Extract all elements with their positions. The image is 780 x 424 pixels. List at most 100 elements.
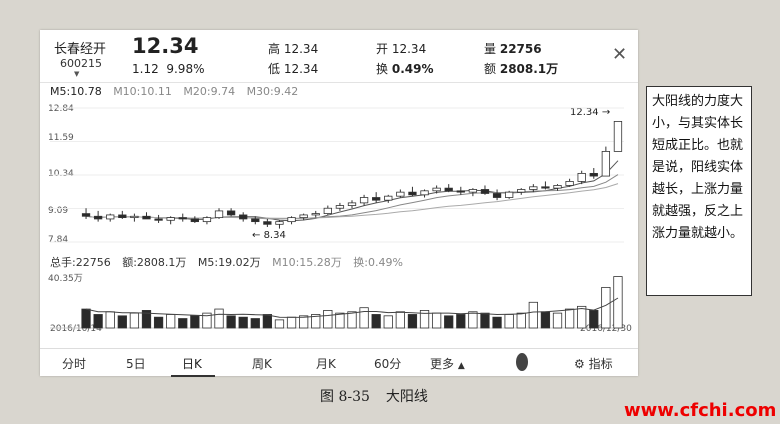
watermark: www.cfchi.com <box>624 400 777 421</box>
candle <box>226 210 236 216</box>
volume-bar <box>129 312 140 329</box>
avatar[interactable] <box>516 353 528 371</box>
start-date: 2016/10/14 <box>50 324 102 334</box>
volume-quote: 量 22756 <box>484 42 542 56</box>
volume-bar <box>407 314 418 329</box>
volume-bar <box>202 312 212 329</box>
volume-bar <box>431 312 442 329</box>
candle <box>93 215 103 220</box>
candle <box>263 221 272 225</box>
price-tick-label: 10.34 <box>48 169 74 179</box>
volume-bar <box>456 314 466 329</box>
vol-turnover: 换:0.49% <box>353 256 403 269</box>
volume-bar <box>564 308 575 329</box>
candle <box>565 181 574 186</box>
candle <box>517 189 526 193</box>
candle <box>190 218 199 223</box>
volume-legend: 总手:22756 额:2808.1万 M5:19.02万 M10:15.28万 … <box>50 254 411 270</box>
volume-bar <box>444 315 454 329</box>
close-icon[interactable]: ✕ <box>612 44 628 65</box>
tab-monthly-k[interactable]: 月K <box>316 357 336 371</box>
settings-icon: ⚙ <box>574 357 585 371</box>
caret-down-icon[interactable]: ▼ <box>74 70 80 78</box>
ma20-value: M20:9.74 <box>183 85 236 98</box>
volume-bar <box>359 307 369 329</box>
candle <box>81 213 91 217</box>
volume-bar <box>589 310 599 329</box>
turnover-quote: 换 0.49% <box>376 62 434 76</box>
volume-bar <box>311 314 321 329</box>
candle <box>275 221 284 225</box>
volume-bar <box>601 286 611 329</box>
candle <box>601 151 611 177</box>
tab-weekly-k[interactable]: 周K <box>252 357 272 371</box>
candle <box>396 191 405 197</box>
volume-bar <box>141 310 152 329</box>
volume-bar <box>516 312 526 329</box>
vol-m10: M10:15.28万 <box>272 256 342 269</box>
annotation-note: 大阳线的力度大小，与其实体长短成正比。也就是说，阳线实体越长，上涨力量就越强，反… <box>646 86 752 296</box>
candle <box>553 185 562 189</box>
tab-daily-k[interactable]: 日K <box>182 357 202 371</box>
volume-bar <box>81 308 91 329</box>
candle <box>118 214 127 219</box>
volume-bar <box>166 314 176 329</box>
total-volume: 总手:22756 <box>50 256 111 269</box>
volume-bar <box>250 318 260 329</box>
active-tab-underline <box>171 375 215 377</box>
low-quote: 低 12.34 <box>268 62 319 76</box>
candle <box>251 218 260 223</box>
candle <box>130 215 139 219</box>
ma10-value: M10:10.11 <box>113 85 172 98</box>
volume-bar <box>226 315 236 329</box>
volume-bar <box>480 312 490 329</box>
volume-bar <box>577 305 587 329</box>
high-annotation: 12.34 → <box>570 107 611 118</box>
stock-name: 长春经开 <box>54 42 107 57</box>
candle <box>299 214 308 219</box>
candle <box>142 215 151 220</box>
price-tick-label: 7.84 <box>48 235 69 245</box>
candle <box>468 189 478 193</box>
volume-bar <box>274 319 285 329</box>
tab-60min[interactable]: 60分 <box>374 357 402 371</box>
tab-intraday[interactable]: 分时 <box>62 357 87 371</box>
candle <box>347 202 357 206</box>
tab-indicator[interactable]: ⚙ 指标 <box>574 357 613 371</box>
candle <box>456 190 465 193</box>
ma30-value: M30:9.42 <box>246 85 299 98</box>
candle <box>311 213 320 216</box>
tab-5day[interactable]: 5日 <box>126 357 146 371</box>
change-pct: 9.98% <box>166 62 205 76</box>
volume-bar <box>528 301 538 329</box>
volume-max-label: 40.35万 <box>48 274 83 284</box>
tab-more[interactable]: 更多 ▲ <box>430 357 465 371</box>
volume-bar <box>153 316 164 329</box>
volume-bar <box>214 308 224 329</box>
volume-bar <box>262 314 273 329</box>
volume-bar <box>395 311 405 329</box>
volume-bar <box>371 314 381 329</box>
candle <box>420 190 429 196</box>
candle <box>323 207 332 214</box>
candle <box>359 197 369 204</box>
candle <box>529 186 538 190</box>
volume-bar <box>93 314 103 329</box>
volume-bar <box>492 316 502 329</box>
candle <box>432 187 441 192</box>
volume-bar <box>178 318 188 329</box>
vol-m5: M5:19.02万 <box>197 256 261 269</box>
period-tabs: 分时 5日 日K 周K 月K 60分 更多 ▲ ⚙ 指标 <box>40 348 638 377</box>
candle <box>106 214 115 220</box>
candle <box>480 189 490 194</box>
volume-bar <box>117 315 127 329</box>
ma-legend: M5:10.78 M10:10.11 M20:9.74 M30:9.42 <box>50 85 306 98</box>
volume-bar <box>286 316 297 329</box>
volume-bar <box>335 312 345 329</box>
volume-bar <box>299 315 309 329</box>
candle <box>372 197 381 201</box>
candle <box>505 191 514 198</box>
current-price: 12.34 <box>132 34 199 58</box>
figure-caption: 图 8-35 大阳线 <box>320 389 428 405</box>
volume-bar <box>383 315 393 329</box>
